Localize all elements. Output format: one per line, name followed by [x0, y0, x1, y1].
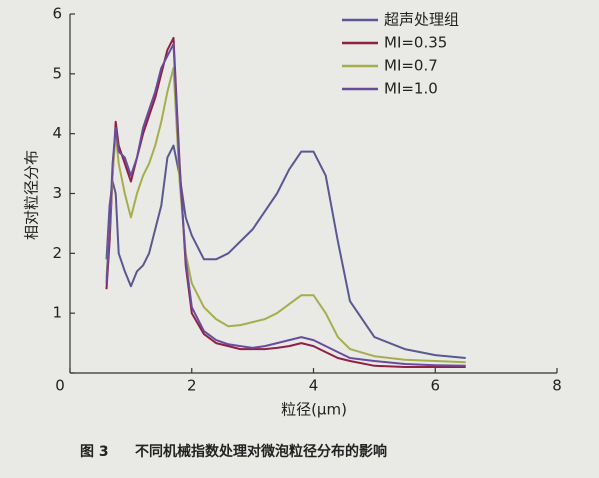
figure-label: 图 3	[80, 444, 109, 460]
y-axis-label: 相对粒径分布	[23, 150, 41, 240]
y-tick-label: 4	[52, 124, 62, 142]
series-line	[105, 42, 466, 367]
y-tick-label: 2	[52, 244, 62, 262]
x-tick-label: 4	[309, 377, 319, 395]
x-tick-label: 6	[430, 377, 440, 395]
legend-label: MI=0.35	[384, 34, 447, 52]
legend-label: MI=0.7	[384, 57, 438, 75]
x-tick-label: 2	[187, 377, 197, 395]
legend-label: 超声处理组	[384, 11, 459, 29]
x-tick-label: 0	[55, 377, 65, 395]
series-line	[105, 66, 466, 364]
series-line	[105, 36, 466, 368]
y-tick-label: 3	[52, 184, 62, 202]
series-line	[105, 144, 466, 359]
y-tick-label: 1	[52, 304, 62, 322]
x-axis-label: 粒径(μm)	[281, 401, 347, 419]
legend-label: MI=1.0	[384, 80, 438, 98]
y-tick-label: 6	[52, 5, 62, 23]
x-tick-label: 8	[552, 377, 562, 395]
chart-title: 不同机械指数处理对微泡粒径分布的影响	[135, 443, 387, 460]
y-tick-label: 5	[52, 64, 62, 82]
